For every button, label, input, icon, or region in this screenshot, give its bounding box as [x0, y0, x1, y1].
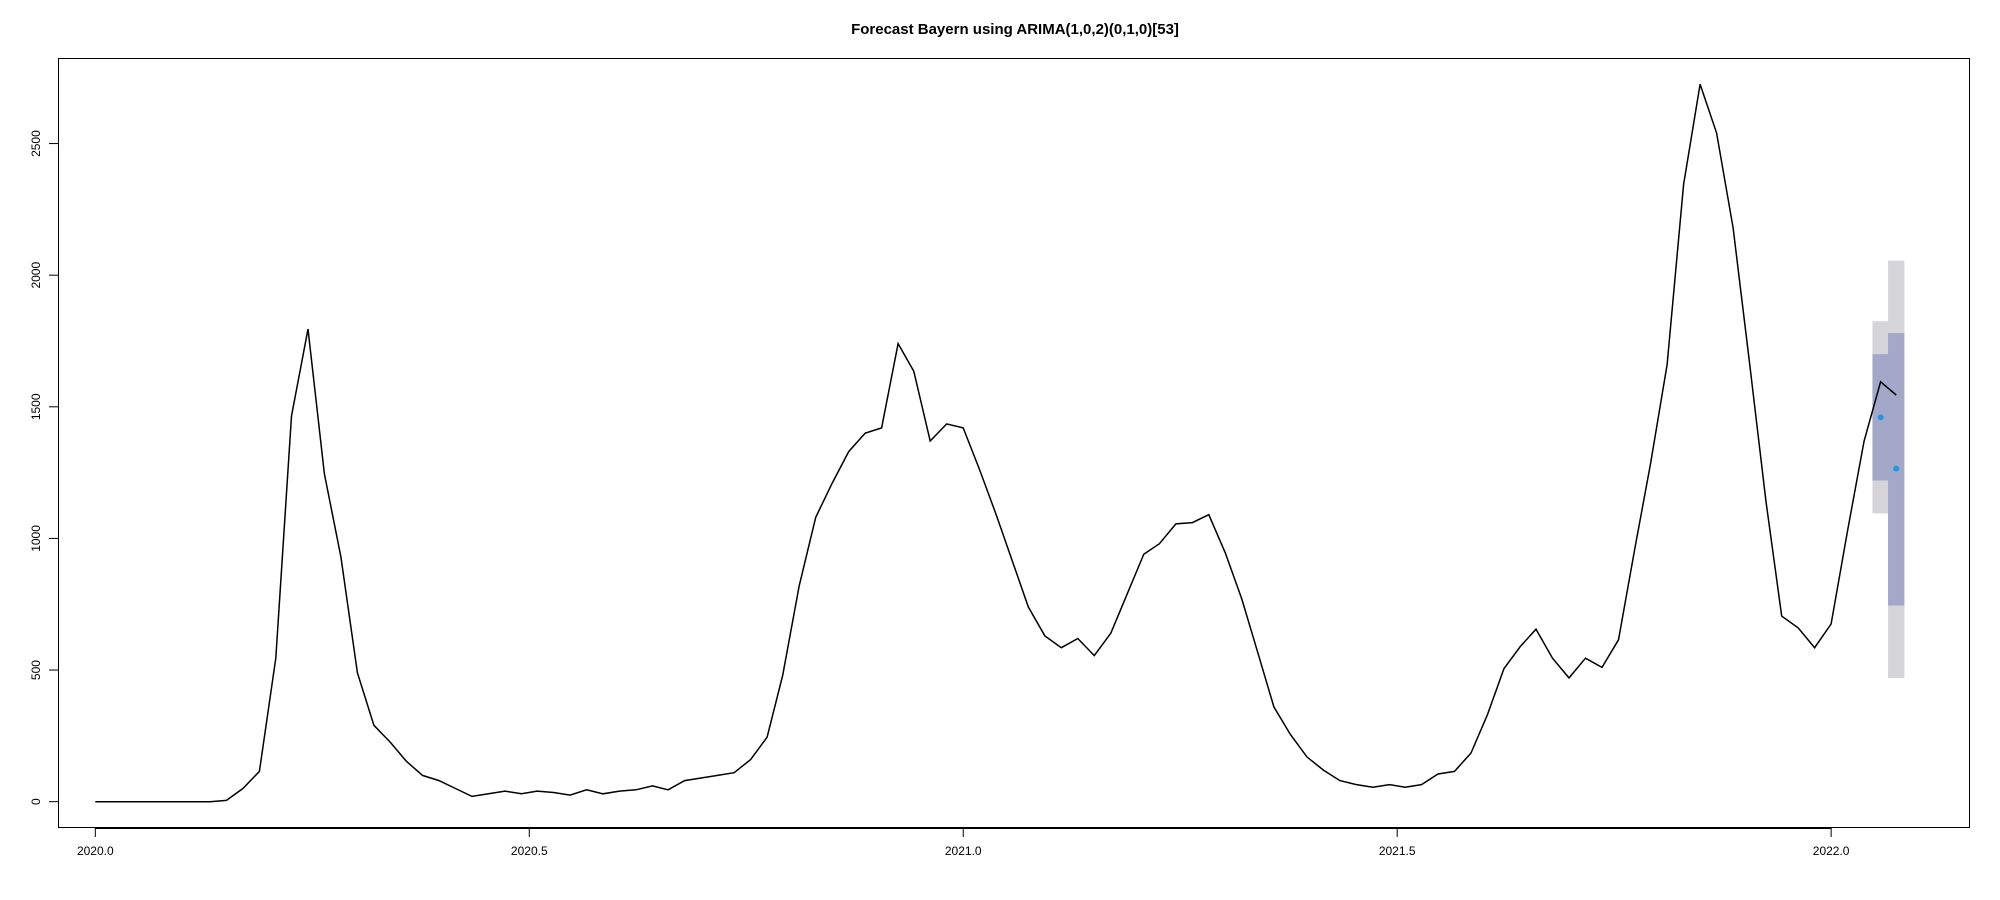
- y-tick-label: 0: [29, 798, 43, 805]
- forecast-point: [1877, 414, 1884, 421]
- y-tick-label: 1000: [29, 525, 43, 552]
- x-tick-label: 2021.5: [1379, 844, 1416, 858]
- y-tick-label: 500: [29, 660, 43, 680]
- x-tick-label: 2020.5: [511, 844, 548, 858]
- chart-title: Forecast Bayern using ARIMA(1,0,2)(0,1,0…: [851, 21, 1179, 38]
- plot-frame: [58, 58, 1970, 828]
- x-axis: 2020.0 2020.5 2021.0 2021.5 2022.0: [77, 828, 1850, 858]
- forecast-80-band-layer: [1872, 333, 1905, 606]
- x-tick-label: 2020.0: [77, 844, 114, 858]
- x-tick-label: 2022.0: [1813, 844, 1850, 858]
- y-tick-label: 2000: [29, 262, 43, 289]
- forecast-point: [1893, 465, 1900, 472]
- y-tick-label: 2500: [29, 130, 43, 157]
- y-tick-label: 1500: [29, 393, 43, 420]
- x-tick-label: 2021.0: [945, 844, 982, 858]
- observed-series-line: [95, 84, 1897, 803]
- forecast-points-layer: [1877, 414, 1900, 472]
- y-axis: 0 500 1000 1500 2000 2500: [29, 130, 59, 805]
